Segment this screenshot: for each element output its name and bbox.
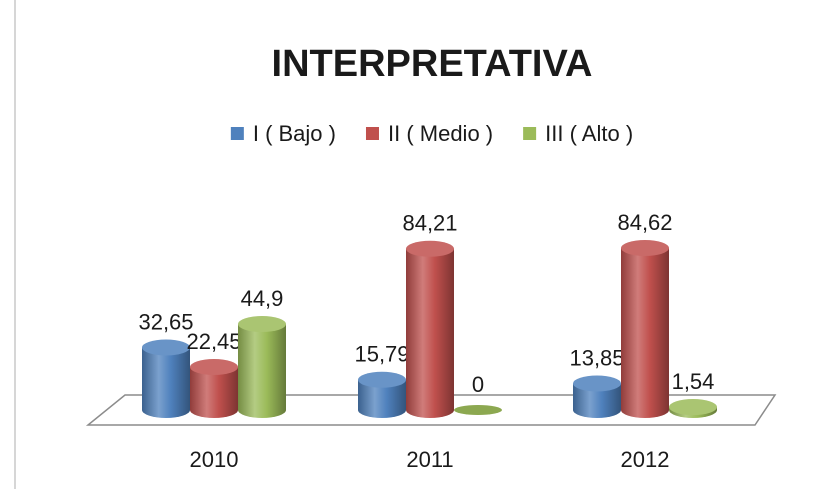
bar <box>454 405 502 415</box>
legend-item: II ( Medio ) <box>365 121 493 146</box>
bar-body <box>621 248 669 418</box>
legend-label: III ( Alto ) <box>545 121 633 146</box>
legend: I ( Bajo ) II ( Medio ) III ( Alto ) <box>230 121 633 146</box>
legend-label: I ( Bajo ) <box>253 121 336 146</box>
bar <box>358 371 406 418</box>
bar-top <box>669 399 717 416</box>
bar <box>142 339 190 418</box>
data-label: 22,45 <box>186 329 241 354</box>
bar-body <box>190 367 238 418</box>
bar <box>573 375 621 418</box>
bar-top <box>454 405 502 415</box>
bar-top <box>573 375 621 392</box>
data-label: 84,62 <box>617 210 672 235</box>
x-tick-label: 2011 <box>406 447 453 472</box>
bar <box>669 399 717 418</box>
data-label: 0 <box>472 372 484 397</box>
bar <box>190 359 238 418</box>
x-tick-label: 2010 <box>190 447 239 472</box>
bar-top <box>142 339 190 356</box>
legend-item: I ( Bajo ) <box>230 121 336 146</box>
bar-top <box>238 316 286 333</box>
bar-top <box>358 371 406 388</box>
x-tick-label: 2012 <box>621 447 670 472</box>
data-label: 13,85 <box>569 345 624 370</box>
bar <box>238 316 286 418</box>
bar-body <box>238 324 286 418</box>
data-label: 84,21 <box>402 211 457 236</box>
bar <box>406 240 454 418</box>
legend-item: III ( Alto ) <box>523 121 633 146</box>
legend-swatch <box>523 127 537 140</box>
legend-label: II ( Medio ) <box>388 121 493 146</box>
bar-top <box>190 359 238 376</box>
bar-body <box>358 379 406 418</box>
chart-title: INTERPRETATIVA <box>272 43 593 85</box>
bar <box>621 240 669 418</box>
bar-top <box>406 240 454 257</box>
data-label: 44,9 <box>241 286 284 311</box>
data-label: 32,65 <box>138 309 193 334</box>
legend-swatch <box>365 127 379 140</box>
bar-body <box>406 248 454 418</box>
bar-body <box>142 347 190 418</box>
data-label: 1,54 <box>672 369 715 394</box>
bar-top <box>621 240 669 256</box>
legend-swatch <box>230 127 244 140</box>
bar-body <box>573 383 621 418</box>
data-label: 15,79 <box>354 342 409 367</box>
